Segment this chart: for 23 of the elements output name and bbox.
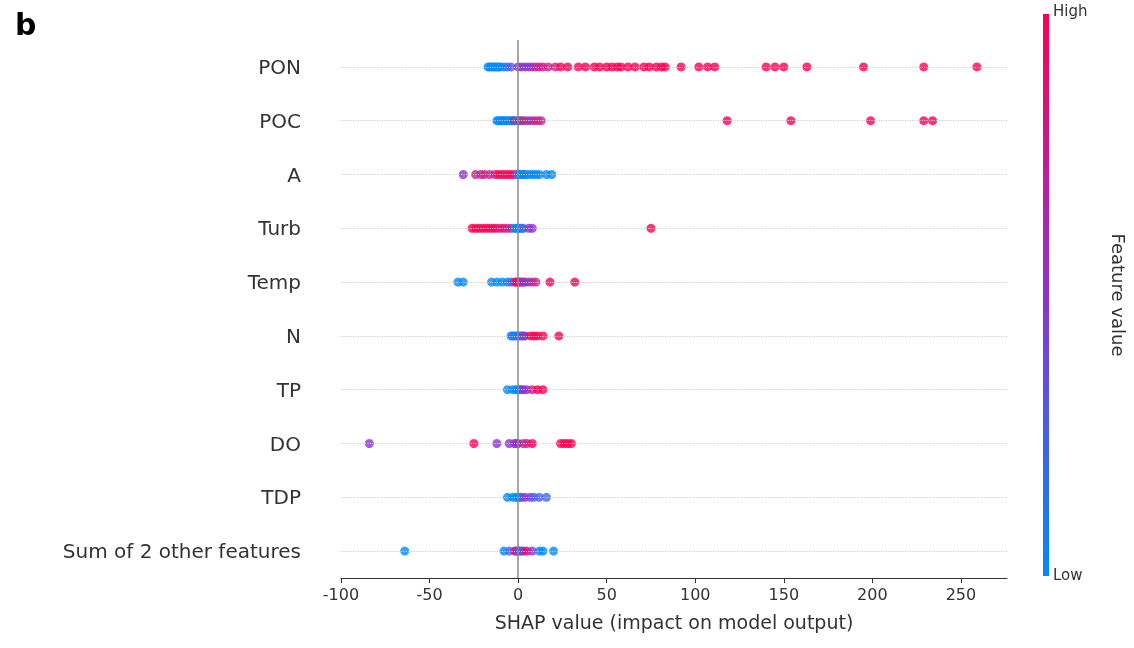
text: b	[15, 6, 37, 42]
x-tick-label: 150	[768, 584, 800, 604]
x-tick-label: 250	[945, 584, 977, 604]
y-tick-label: Temp	[246, 270, 301, 295]
x-tick-label: 0	[513, 584, 524, 604]
x-tick-label: -50	[416, 584, 443, 604]
x-tick-label: 200	[857, 584, 888, 604]
color-bar-title: Feature value	[1107, 233, 1129, 357]
y-tick-label: TDP	[260, 485, 301, 510]
x-axis-title: SHAP value (impact on model output)	[494, 610, 854, 633]
y-tick-label: A	[287, 162, 302, 187]
y-tick-label: PON	[258, 54, 301, 79]
y-tick-label: N	[286, 323, 301, 348]
x-tick-label: 50	[596, 584, 617, 604]
y-tick-label: Turb	[257, 216, 301, 241]
x-tick-label: -100	[322, 584, 360, 604]
y-tick-label: DO	[269, 431, 301, 456]
y-tick-label: TP	[275, 377, 301, 402]
text: High	[1053, 2, 1088, 20]
y-tick-label: POC	[259, 108, 301, 133]
x-tick-label: 100	[679, 584, 711, 604]
y-tick-label: Sum of 2 other features	[62, 539, 301, 564]
text: Low	[1053, 566, 1083, 584]
